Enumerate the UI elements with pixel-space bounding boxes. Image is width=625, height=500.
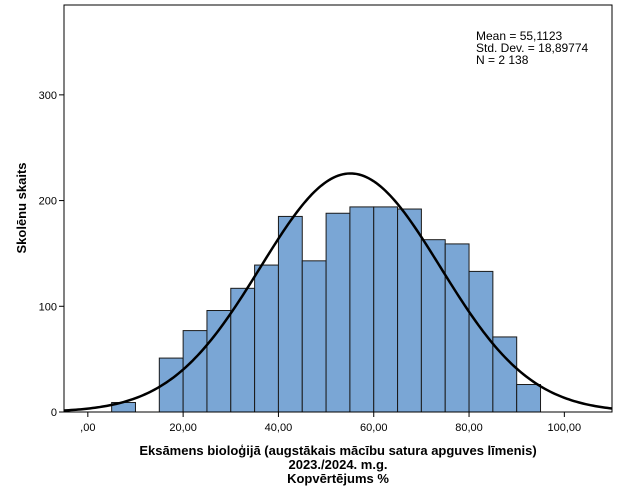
histogram-bar xyxy=(254,264,279,413)
y-tick-label: 300 xyxy=(39,90,57,102)
x-tick-label: 80,00 xyxy=(455,422,483,434)
histogram-bar xyxy=(397,208,422,413)
histogram-bar xyxy=(444,243,470,413)
histogram-bar xyxy=(206,310,232,413)
histogram-bar xyxy=(420,239,446,413)
y-tick-label: 100 xyxy=(39,301,57,313)
histogram-bar xyxy=(373,206,399,413)
y-tick-label: 0 xyxy=(51,407,57,419)
x-tick-label: 60,00 xyxy=(360,422,388,434)
histogram-bar xyxy=(182,330,208,413)
histogram-bar xyxy=(277,215,303,413)
histogram-bars xyxy=(111,206,565,413)
x-axis-title-line-1: Eksāmens bioloģijā (augstākais mācību sa… xyxy=(139,443,536,458)
x-axis-title-line-2: 2023./2024. m.g. xyxy=(288,457,387,472)
histogram-bar xyxy=(349,206,375,413)
x-tick-label: ,00 xyxy=(80,422,95,434)
stats-n: N = 2 138 xyxy=(476,53,529,67)
stats-std-dev: Std. Dev. = 18,89774 xyxy=(476,41,589,55)
histogram-bar xyxy=(301,260,327,413)
x-tick-label: 40,00 xyxy=(265,422,293,434)
histogram-bar xyxy=(325,212,351,413)
y-tick-label: 200 xyxy=(39,196,57,208)
y-axis: 0 100 200 300 xyxy=(39,90,64,419)
histogram-bar xyxy=(468,270,494,413)
x-tick-label: 100,00 xyxy=(548,422,582,434)
stats-mean: Mean = 55,1123 xyxy=(476,29,563,43)
histogram-bar xyxy=(516,384,542,413)
x-tick-label: 20,00 xyxy=(169,422,197,434)
x-axis-title-line-3: Kopvērtējums % xyxy=(287,471,389,486)
x-axis: ,00 20,00 40,00 60,00 80,00 100,00 xyxy=(80,412,581,434)
y-axis-title: Skolēnu skaits xyxy=(14,162,29,253)
normal-curve xyxy=(63,172,613,412)
